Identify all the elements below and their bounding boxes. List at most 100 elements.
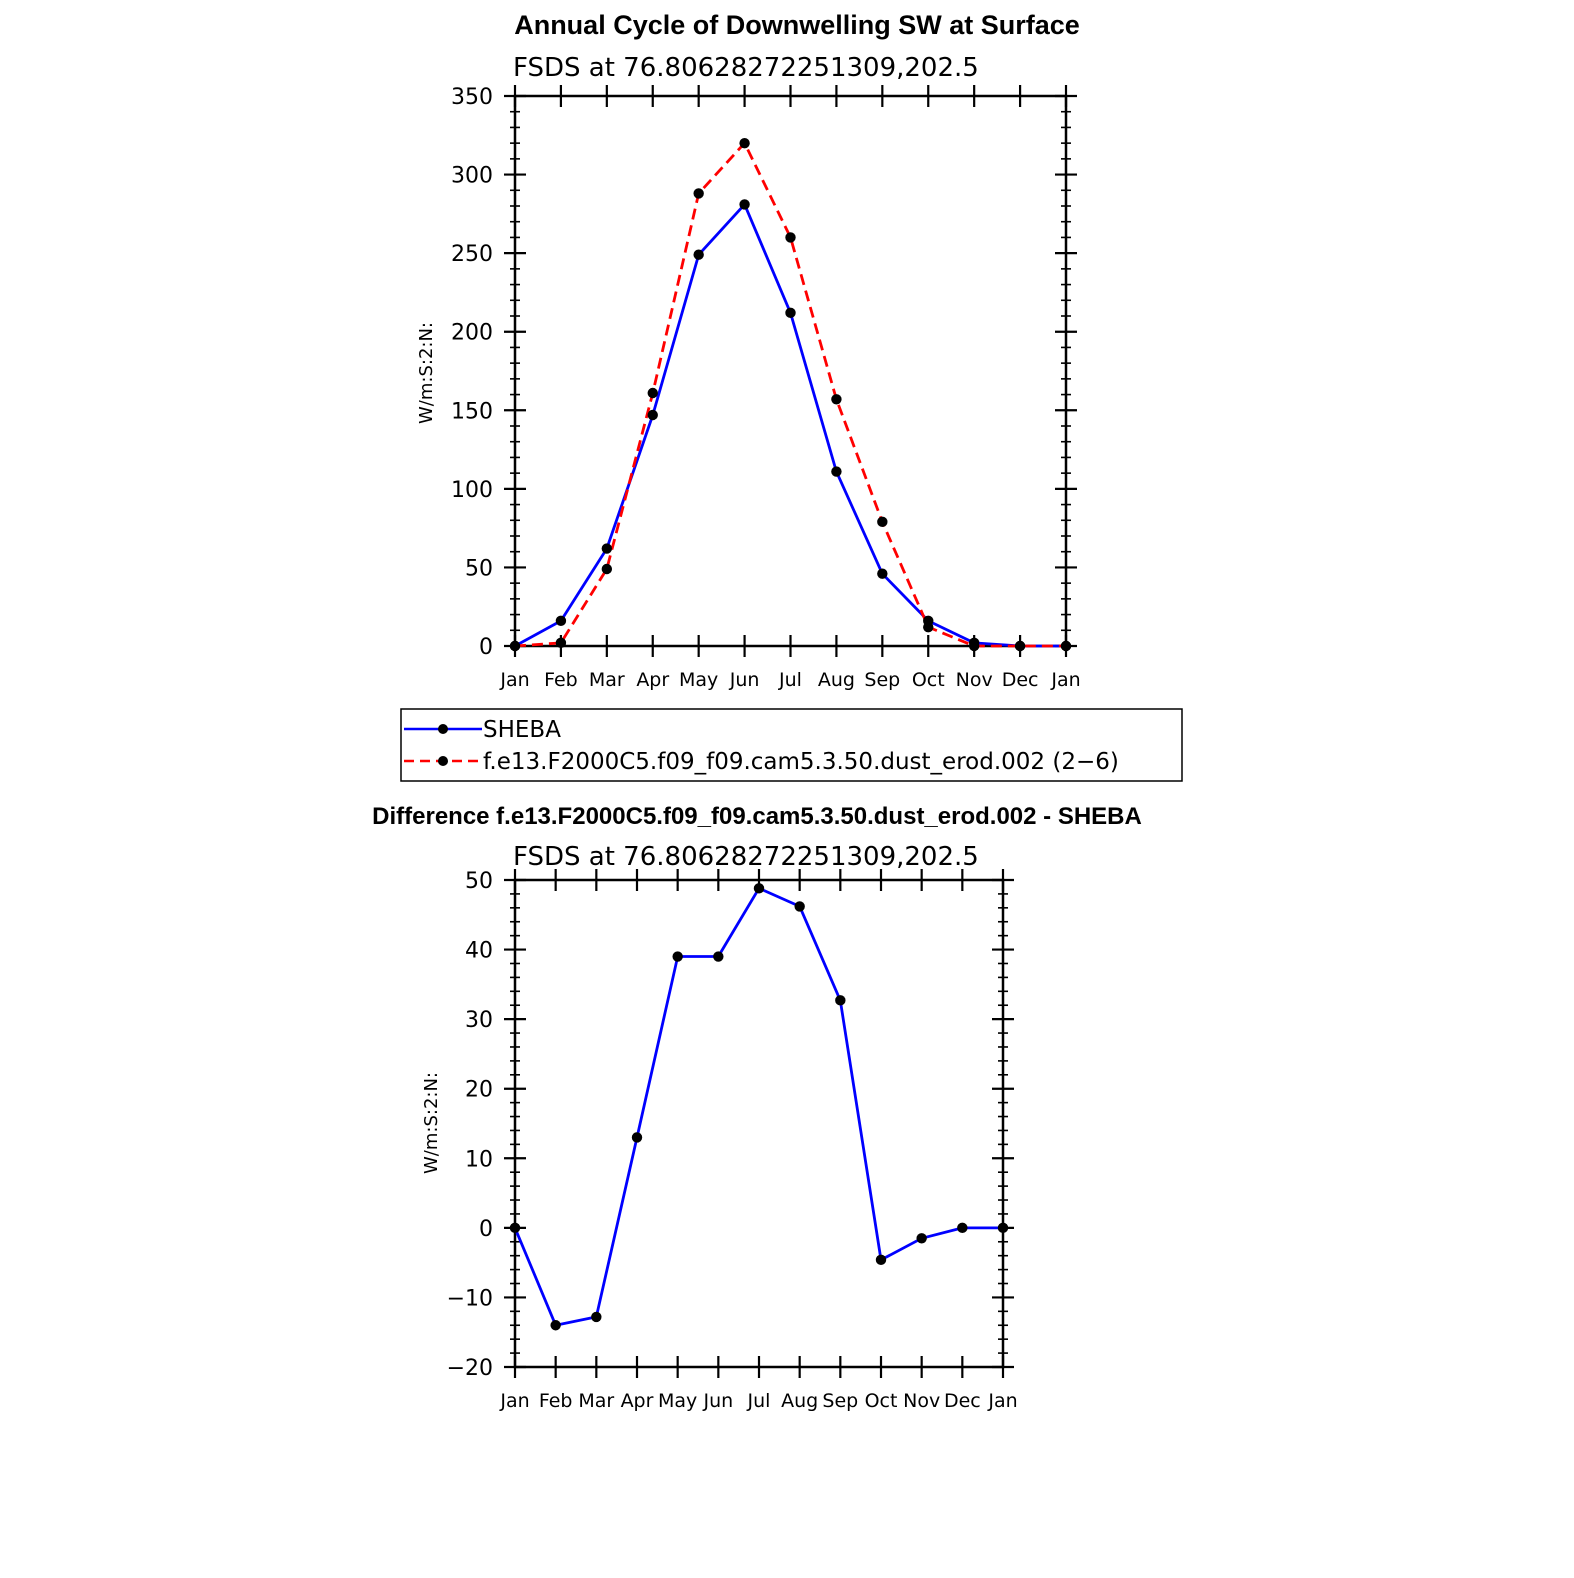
x-tick-label: Oct [912, 669, 945, 691]
annual-cycle-chart: Annual Cycle of Downwelling SW at Surfac… [400, 10, 1183, 782]
x-tick-label: Jan [1050, 669, 1080, 691]
data-point-series-0 [831, 466, 842, 477]
difference-chart: Difference f.e13.F2000C5.f09_f09.cam5.3.… [372, 803, 1142, 1412]
y-tick-label: 150 [451, 399, 493, 424]
data-point-series-0 [785, 307, 796, 319]
y-axis-label: W/m:S:2:N: [416, 322, 437, 424]
x-tick-label: Aug [818, 669, 855, 691]
series-layer [509, 137, 1072, 652]
y-tick-labels: 0 50 100 150 200 250 300 350 [451, 85, 493, 660]
data-point-series-0 [753, 883, 765, 894]
x-tick-label: Mar [578, 1390, 614, 1412]
data-point-series-0 [875, 1254, 887, 1266]
x-tick-label: Jan [499, 669, 529, 691]
y-tick-label: 350 [451, 85, 493, 110]
legend-model-label: f.e13.F2000C5.f09_f09.cam5.3.50.dust_ero… [483, 749, 1119, 775]
data-point-series-0 [631, 1132, 643, 1143]
y-tick-label: −20 [447, 1356, 493, 1381]
x-tick-label: Oct [865, 1390, 898, 1412]
series-line-0 [514, 202, 1066, 648]
x-tick-label: Jul [747, 1390, 771, 1412]
x-tick-label: Jan [987, 1390, 1017, 1412]
x-tick-labels: Jan Feb Mar Apr May Jun Jul Aug Sep Oct Nov Dec Jan [499, 669, 1080, 691]
y-tick-label: 0 [479, 1217, 493, 1242]
x-tick-label: Feb [539, 1390, 573, 1412]
axis-ticks [504, 869, 1014, 1378]
y-tick-labels: −20 −10 0 10 20 30 40 50 [447, 869, 493, 1381]
y-tick-label: 50 [465, 556, 493, 581]
data-point-series-1 [647, 387, 658, 399]
x-tick-label: May [679, 669, 718, 691]
y-axis-label: W/m:S:2:N: [421, 1072, 442, 1174]
x-tick-label: May [658, 1390, 697, 1412]
data-point-series-0 [693, 249, 704, 260]
y-tick-label: 40 [465, 939, 493, 964]
x-tick-label: Apr [636, 669, 669, 691]
data-point-series-1 [555, 637, 567, 649]
axis-ticks [504, 85, 1077, 657]
data-point-series-0 [550, 1320, 561, 1331]
data-point-series-1 [831, 394, 842, 405]
data-point-series-0 [713, 951, 724, 962]
data-point-series-1 [877, 516, 888, 528]
chart-title: Difference f.e13.F2000C5.f09_f09.cam5.3.… [372, 803, 1142, 830]
series-layer [509, 883, 1009, 1331]
x-tick-label: Jun [729, 669, 760, 691]
data-point-series-0 [647, 409, 658, 421]
y-tick-label: 50 [465, 869, 493, 894]
data-point-series-1 [923, 621, 934, 633]
y-tick-label: 250 [451, 242, 493, 267]
x-tick-label: Sep [822, 1390, 858, 1412]
x-tick-label: Dec [1002, 669, 1039, 691]
legend: SHEBA f.e13.F2000C5.f09_f09.cam5.3.50.du… [400, 708, 1183, 782]
data-point-series-0 [555, 615, 567, 627]
y-tick-label: −10 [447, 1286, 493, 1311]
data-point-series-0 [672, 951, 683, 962]
x-tick-label: Aug [781, 1390, 818, 1412]
x-tick-label: Mar [589, 669, 625, 691]
data-point-series-0 [957, 1222, 968, 1234]
legend-sheba-label: SHEBA [483, 717, 561, 743]
y-tick-label: 100 [451, 478, 493, 503]
y-tick-label: 200 [451, 321, 493, 346]
x-tick-label: Dec [944, 1390, 981, 1412]
x-tick-label: Jun [702, 1390, 733, 1412]
data-point-series-1 [785, 232, 796, 243]
data-point-series-0 [916, 1233, 927, 1244]
data-point-series-1 [509, 640, 521, 652]
chart-subtitle: FSDS at 76.80628272251309,202.5 [513, 842, 979, 872]
x-tick-label: Jul [778, 669, 802, 691]
legend-model-marker [438, 756, 448, 766]
data-point-series-0 [601, 543, 613, 554]
x-tick-label: Apr [621, 1390, 654, 1412]
data-point-series-0 [739, 199, 750, 210]
y-tick-label: 10 [465, 1147, 493, 1172]
data-point-series-1 [693, 188, 704, 199]
y-tick-label: 20 [465, 1078, 493, 1103]
data-point-series-1 [601, 563, 613, 575]
y-tick-label: 30 [465, 1008, 493, 1033]
chart-subtitle: FSDS at 76.80628272251309,202.5 [513, 53, 979, 83]
series-line-0 [513, 886, 1003, 1327]
data-point-series-0 [794, 901, 805, 912]
x-tick-label: Nov [956, 669, 993, 691]
chart-title: Annual Cycle of Downwelling SW at Surfac… [514, 10, 1080, 40]
data-point-series-1 [1014, 640, 1026, 652]
data-point-series-0 [591, 1311, 602, 1323]
y-tick-label: 0 [479, 635, 493, 660]
x-tick-label: Nov [903, 1390, 940, 1412]
data-point-series-1 [968, 640, 980, 652]
data-point-series-1 [1060, 640, 1072, 652]
data-point-series-0 [877, 568, 888, 579]
x-tick-label: Feb [544, 669, 578, 691]
data-point-series-0 [509, 1222, 521, 1234]
plot-frame [513, 878, 1005, 1369]
data-point-series-0 [835, 995, 846, 1006]
x-tick-label: Sep [864, 669, 900, 691]
x-tick-labels: Jan Feb Mar Apr May Jun Jul Aug Sep Oct Nov Dec Jan [499, 1390, 1017, 1412]
data-point-series-1 [739, 137, 750, 149]
legend-sheba-marker [438, 724, 448, 734]
x-tick-label: Jan [499, 1390, 529, 1412]
